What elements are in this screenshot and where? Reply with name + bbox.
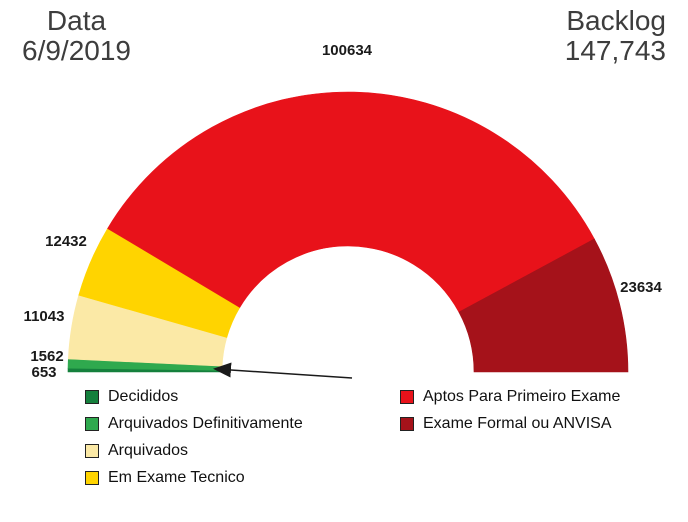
backlog-block: Backlog 147,743 [564,5,666,67]
slice-aptos-para-primeiro-exame [107,91,595,313]
legend-label: Aptos Para Primeiro Exame [423,388,621,405]
legend-swatch-em-exame-tecnico [85,471,99,485]
date-label: Data [46,5,107,36]
value-label-exame-formal-ou-anvisa: 23634 [620,279,662,296]
legend-label: Arquivados Definitivamente [108,415,303,432]
value-label-aptos-para-primeiro-exame: 100634 [321,42,373,59]
legend-item-decididos: Decididos [85,388,303,406]
legend-left-column: Decididos Arquivados Definitivamente Arq… [85,388,303,496]
legend-swatch-arquivados [85,444,99,458]
legend-item-em-exame-tecnico: Em Exame Tecnico [85,469,303,487]
legend-item-exame-formal-ou-anvisa: Exame Formal ou ANVISA [400,415,620,433]
date-block: Data 6/9/2019 [22,5,131,67]
legend-item-arquivados-definitivamente: Arquivados Definitivamente [85,415,303,433]
legend-swatch-exame-formal-ou-anvisa [400,417,414,431]
date-value: 6/9/2019 [22,35,131,67]
legend-label: Exame Formal ou ANVISA [423,415,612,432]
legend-item-aptos-para-primeiro-exame: Aptos Para Primeiro Exame [400,388,620,406]
annotation-arrow [213,362,353,379]
legend-label: Arquivados [108,442,189,459]
backlog-value: 147,743 [564,35,666,67]
legend-swatch-decididos [85,390,99,404]
value-label-em-exame-tecnico: 12432 [45,233,87,250]
backlog-label: Backlog [566,5,666,36]
value-label-arquivados-definitivamente: 1562 [30,348,64,365]
legend-swatch-aptos-para-primeiro-exame [400,390,414,404]
value-label-arquivados: 11043 [23,308,65,325]
legend-label: Em Exame Tecnico [108,469,245,486]
legend-swatch-arquivados-definitivamente [85,417,99,431]
legend-right-column: Aptos Para Primeiro Exame Exame Formal o… [400,388,620,442]
legend-item-arquivados: Arquivados [85,442,303,460]
slice-exame-formal-ou-anvisa [458,238,629,373]
slices-group [67,91,629,373]
legend-label: Decididos [108,388,179,405]
value-label-decididos: 653 [31,364,57,381]
